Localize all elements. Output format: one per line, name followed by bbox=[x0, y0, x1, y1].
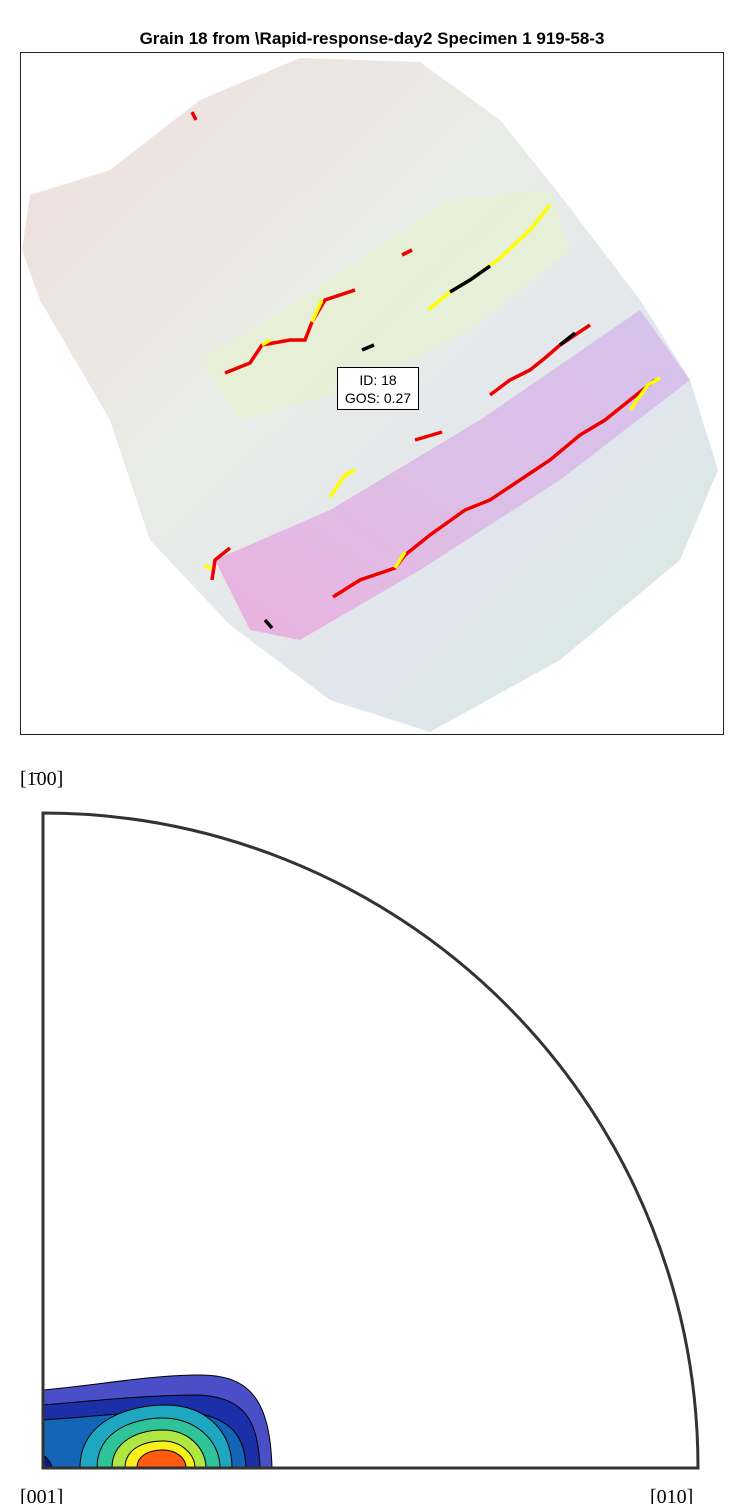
fundamental-sector bbox=[41, 811, 700, 1470]
green-region bbox=[200, 190, 570, 420]
boundaries bbox=[190, 111, 661, 630]
annotation-box bbox=[337, 367, 419, 410]
contours bbox=[43, 1374, 273, 1468]
annotation-id: ID: 18 bbox=[359, 372, 397, 388]
pole-label-left: [001] bbox=[20, 1486, 63, 1504]
annotation-gos: GOS: 0.27 bbox=[345, 390, 411, 406]
pink-region bbox=[215, 310, 690, 640]
pole-label-top: [1̄00] bbox=[20, 768, 63, 790]
title: Grain 18 from \Rapid-response-day2 Speci… bbox=[140, 29, 605, 48]
pole-label-right: [010] bbox=[650, 1486, 693, 1504]
